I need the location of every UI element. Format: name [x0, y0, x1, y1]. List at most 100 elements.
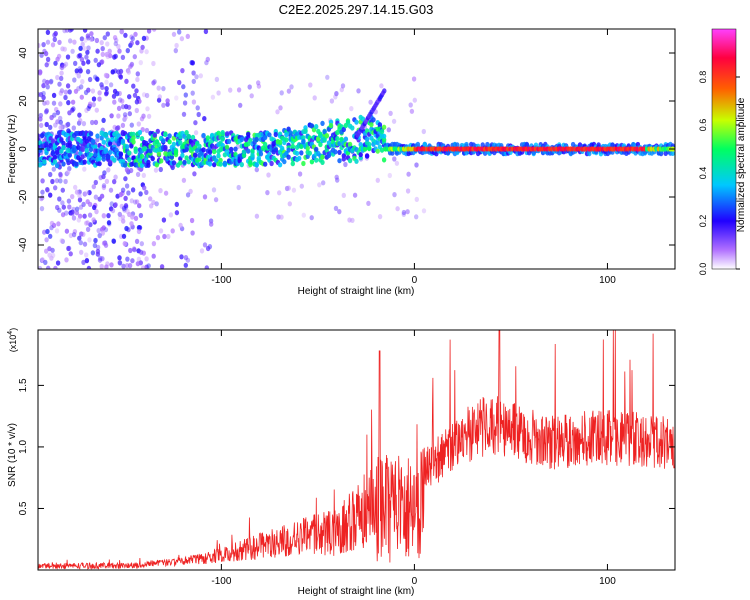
spectrogram-cell: [277, 139, 283, 146]
spectrogram-cell: [38, 265, 43, 269]
spectrogram-cell: [213, 197, 219, 203]
spectrogram-cell: [138, 60, 143, 66]
spectrogram-cell: [49, 225, 54, 231]
spectrogram-cell: [104, 90, 110, 96]
spectrogram-cell: [118, 68, 124, 74]
spectrogram-cell: [214, 76, 220, 82]
spectrogram-cell: [38, 42, 41, 49]
spectrogram-cell: [320, 159, 325, 165]
snr-multiplier-exp: 4: [7, 331, 14, 335]
spectrogram-cell: [203, 29, 209, 35]
spectrogram-cell: [263, 141, 268, 148]
spectrogram-cell: [307, 150, 312, 156]
spectrogram-cell: [197, 156, 202, 162]
spectrogram-cell: [51, 166, 56, 172]
spectrogram-cell: [91, 184, 97, 190]
spectrogram-cell: [50, 42, 56, 48]
spectrogram-cell: [45, 79, 50, 85]
spectrogram-cell: [70, 48, 75, 54]
spectrogram-cell: [41, 42, 46, 48]
spectrogram-cell: [63, 94, 68, 101]
spectrogram-cell: [112, 88, 118, 94]
spectrogram-cell: [392, 156, 397, 162]
spectrogram-cell: [90, 250, 96, 256]
spectrogram-cell: [177, 29, 182, 35]
spectrogram-cell: [129, 143, 134, 149]
spectrogram-cell: [127, 157, 132, 163]
spectrogram-cell: [74, 206, 80, 212]
spectrogram-cell: [181, 84, 186, 90]
spectrogram-cell: [337, 209, 342, 215]
spectrogram-cell: [144, 49, 149, 55]
spectrogram-cell: [379, 83, 384, 89]
spectrogram-cell: [94, 209, 99, 215]
spectrogram-cell: [207, 149, 213, 155]
spectrogram-cell: [337, 149, 342, 155]
spectrogram-cell: [226, 138, 232, 145]
spectrogram-cell: [93, 57, 98, 63]
spectrogram-cell: [189, 217, 195, 224]
snr-y-label: SNR (10 * v/v): [7, 423, 18, 487]
spectrogram-cell: [44, 248, 49, 254]
spectrogram-cell: [57, 81, 62, 87]
spectrogram-cell: [90, 88, 96, 94]
spectrogram-cell: [138, 191, 143, 197]
spectrogram-cell: [405, 188, 411, 194]
spectrogram-cell: [63, 61, 69, 67]
spectrogram-cell: [118, 74, 124, 80]
spectrogram-cell: [134, 99, 140, 105]
spectrogram-cell: [174, 201, 179, 207]
spectrogram-cell: [67, 142, 73, 148]
spectrogram-cell: [279, 214, 284, 220]
spectrogram-cell: [277, 190, 282, 196]
spectrogram-cell: [414, 196, 419, 202]
spectrogram-cell: [151, 241, 157, 247]
spectrogram-cell: [299, 183, 304, 189]
spectrogram-cell: [216, 130, 221, 136]
spectrogram-cell: [108, 159, 113, 165]
spectrogram-cell: [308, 82, 313, 88]
spectrogram-cell: [422, 141, 427, 147]
spectrogram-cell: [53, 265, 58, 269]
spectrogram-cell: [279, 90, 284, 96]
spectrogram-cell: [201, 147, 206, 153]
colorbar-scale: [711, 28, 737, 270]
spectrogram-cell: [421, 208, 427, 214]
spectrogram-cell: [129, 198, 134, 204]
spectrogram-cell: [117, 255, 122, 261]
spectrogram-cell: [350, 125, 355, 131]
spectrogram-cell: [162, 233, 167, 240]
spectrogram-cell: [79, 36, 85, 42]
spectrogram-cell: [249, 93, 254, 99]
spectrogram-y-ticks: -40 -20 0 20 40: [18, 47, 675, 252]
spectrogram-cell: [133, 215, 139, 221]
spectrogram-cell: [184, 155, 189, 161]
spectrogram-panel: -100 0 100 -40 -20 0 20 40 Height of straight …: [7, 28, 676, 297]
spectrogram-cell: [49, 114, 54, 121]
spectrogram-cell: [157, 94, 162, 100]
spectrogram-cell: [184, 147, 189, 153]
spectrogram-cell: [45, 100, 50, 106]
spectrogram-cell: [391, 118, 397, 124]
spectrogram-cell: [212, 149, 217, 155]
spectrogram-cell: [122, 162, 128, 168]
spectrogram-cell: [91, 96, 97, 102]
spectrogram-cell: [58, 101, 63, 107]
spectrogram-cell: [406, 171, 411, 177]
colorbar-tick-label: 0.4: [698, 167, 708, 180]
spectrogram-x-tick-label: -100: [211, 275, 231, 286]
spectrogram-cell: [273, 131, 278, 138]
spectrogram-cell: [248, 160, 253, 166]
spectrogram-cell: [377, 122, 383, 128]
spectrogram-cell: [66, 128, 71, 134]
spectrogram-cell: [88, 131, 94, 137]
spectrogram-cell: [134, 238, 140, 244]
spectrogram-cell: [347, 158, 353, 164]
spectrogram-cell: [254, 136, 259, 142]
spectrogram-cell: [130, 258, 135, 264]
spectrogram-cell: [87, 101, 93, 107]
spectrogram-cell: [278, 105, 283, 111]
spectrogram-cell: [77, 112, 82, 118]
spectrogram-cell: [74, 210, 80, 216]
spectrogram-cell: [405, 209, 410, 215]
